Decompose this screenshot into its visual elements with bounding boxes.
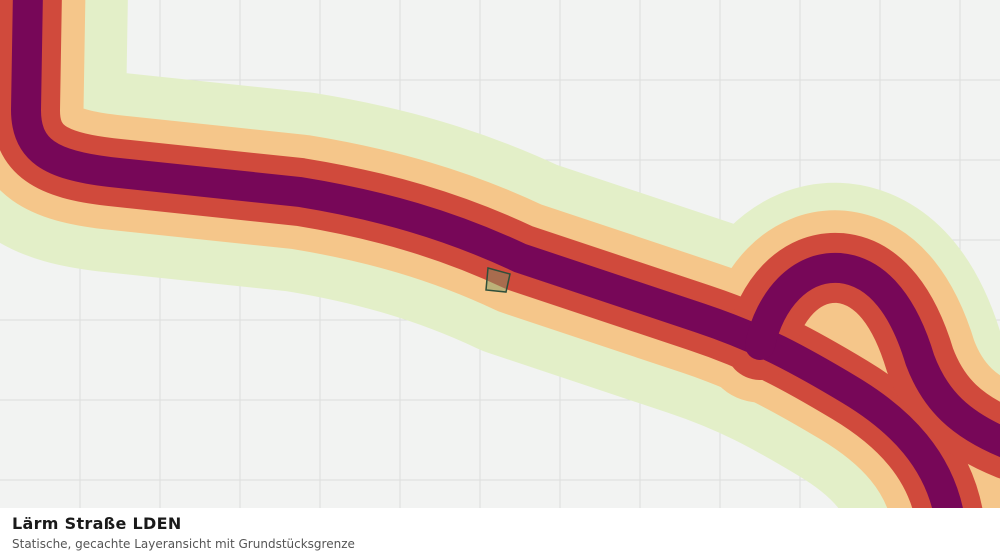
map-title: Lärm Straße LDEN <box>12 514 182 533</box>
parcel-boundary <box>485 267 511 293</box>
map-canvas <box>0 0 1000 508</box>
caption-panel: Lärm Straße LDEN Statische, gecachte Lay… <box>0 508 1000 560</box>
map-subtitle: Statische, gecachte Layeransicht mit Gru… <box>12 537 355 551</box>
